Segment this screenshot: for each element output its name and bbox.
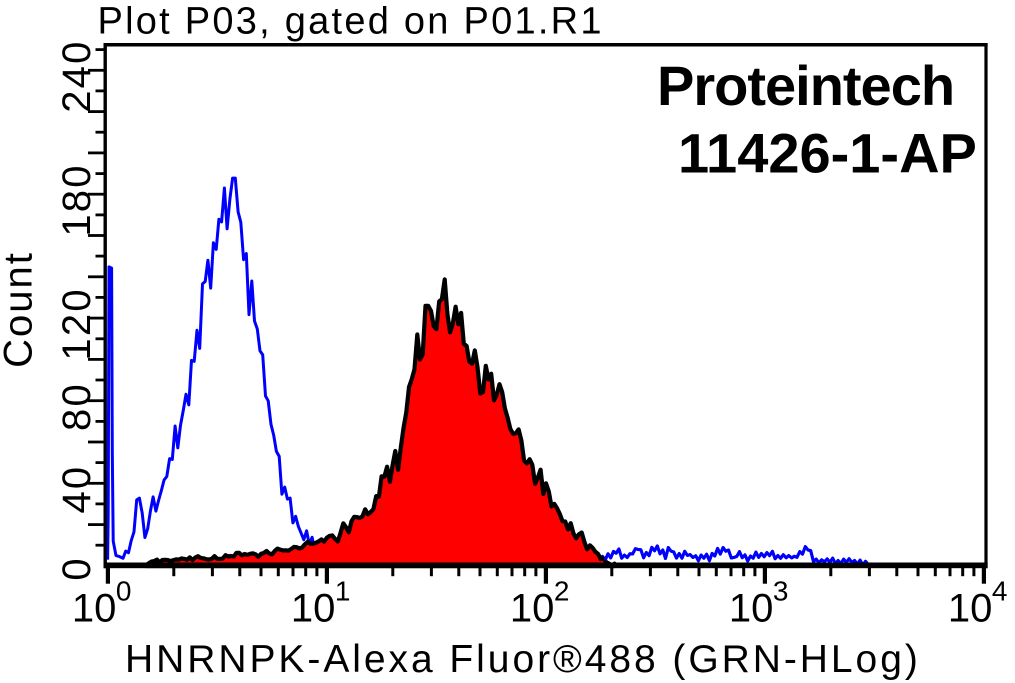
svg-text:3: 3: [773, 575, 789, 606]
svg-text:Count: Count: [0, 251, 41, 368]
svg-text:4: 4: [992, 575, 1008, 606]
svg-text:11426-1-AP: 11426-1-AP: [678, 121, 977, 184]
svg-text:120: 120: [55, 287, 99, 360]
svg-text:180: 180: [55, 163, 99, 236]
svg-text:10: 10: [72, 587, 117, 631]
svg-text:10: 10: [510, 587, 555, 631]
svg-text:240: 240: [55, 39, 99, 112]
svg-text:10: 10: [729, 587, 774, 631]
svg-text:1: 1: [335, 575, 351, 606]
svg-text:Plot P03, gated on P01.R1: Plot P03, gated on P01.R1: [98, 1, 604, 43]
svg-text:10: 10: [291, 587, 336, 631]
svg-text:10: 10: [948, 587, 993, 631]
svg-text:0: 0: [55, 556, 99, 580]
svg-text:Proteintech: Proteintech: [657, 54, 954, 117]
svg-text:40: 40: [55, 465, 99, 514]
svg-text:0: 0: [116, 575, 132, 606]
svg-text:2: 2: [554, 575, 570, 606]
svg-text:80: 80: [55, 382, 99, 431]
svg-text:HNRNPK-Alexa Fluor®488 (GRN-HL: HNRNPK-Alexa Fluor®488 (GRN-HLog): [125, 638, 921, 681]
